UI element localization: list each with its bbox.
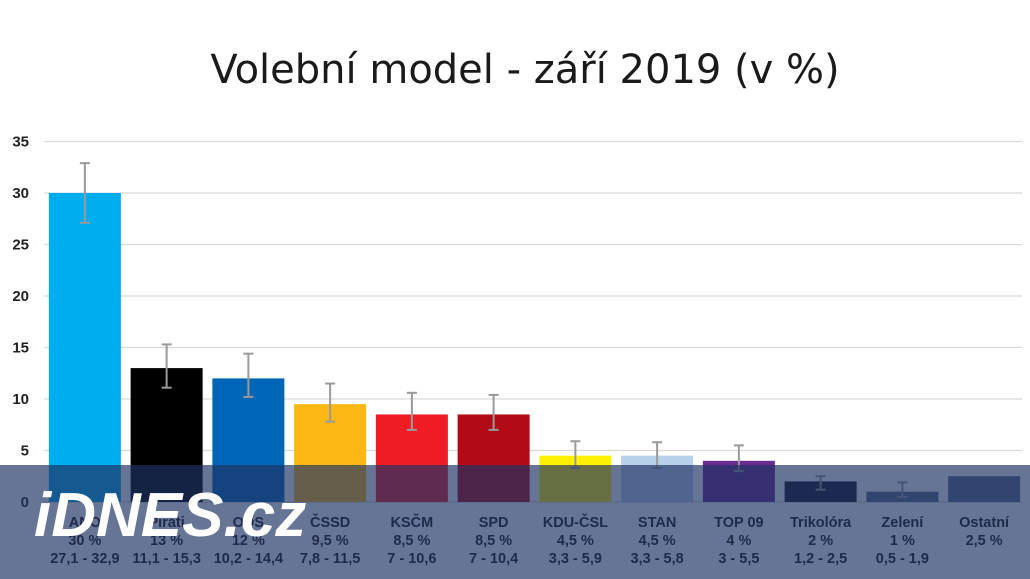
y-tick-label: 25 [12, 237, 29, 254]
value-label: 8,5 % [393, 533, 430, 549]
category-label: Piráti [148, 515, 184, 531]
range-label: 3 - 5,5 [718, 551, 759, 567]
y-tick-label: 10 [12, 391, 29, 408]
category-label: STAN [638, 515, 676, 531]
range-label: 7,8 - 11,5 [300, 551, 360, 567]
chart-title: Volební model - září 2019 (v %) [210, 47, 839, 93]
bar [48, 193, 121, 502]
y-tick-label: 20 [12, 288, 29, 305]
category-label: KDU-ČSL [543, 513, 608, 531]
category-labels: ANO 30 % 27,1 - 32,9 Piráti 13 % 11,1 - 15,3 O… [50, 513, 1010, 567]
value-label: 12 % [232, 533, 265, 549]
value-label: 13 % [150, 533, 183, 549]
logo-banner [0, 465, 1030, 579]
range-label: 3,3 - 5,9 [549, 551, 602, 567]
range-label: 0,5 - 1,9 [876, 551, 929, 567]
range-label: 10,2 - 14,4 [214, 551, 283, 567]
value-label: 2 % [808, 533, 833, 549]
range-label: 3,3 - 5,8 [631, 551, 684, 567]
value-label: 30 % [68, 533, 101, 549]
y-tick-label: 30 [12, 185, 29, 202]
category-label: Zelení [881, 515, 924, 531]
range-label: 7 - 10,4 [469, 551, 518, 567]
category-label: SPD [479, 515, 509, 531]
category-label: TOP 09 [714, 515, 763, 531]
range-label: 11,1 - 15,3 [132, 551, 201, 567]
y-tick-label: 5 [21, 443, 29, 460]
value-label: 4,5 % [639, 533, 676, 549]
range-label: 1,2 - 2,5 [794, 551, 847, 567]
category-label: ČSSD [310, 513, 350, 531]
y-tick-label: 35 [12, 134, 29, 151]
range-label: 7 - 10,6 [387, 551, 436, 567]
value-label: 2,5 % [966, 533, 1003, 549]
category-label: ANO [69, 515, 101, 531]
value-label: 4,5 % [557, 533, 594, 549]
value-label: 4 % [726, 533, 751, 549]
value-label: 9,5 % [312, 533, 349, 549]
value-label: 8,5 % [475, 533, 512, 549]
category-label: ODS [233, 515, 265, 531]
y-tick-label: 15 [12, 340, 29, 357]
range-label: 27,1 - 32,9 [50, 551, 119, 567]
value-label: 1 % [890, 533, 915, 549]
category-label: KSČM [391, 513, 434, 531]
category-label: Ostatní [959, 515, 1010, 531]
idnes-logo[interactable]: iDNES.cz [34, 481, 306, 550]
category-label: Trikolóra [790, 515, 852, 531]
